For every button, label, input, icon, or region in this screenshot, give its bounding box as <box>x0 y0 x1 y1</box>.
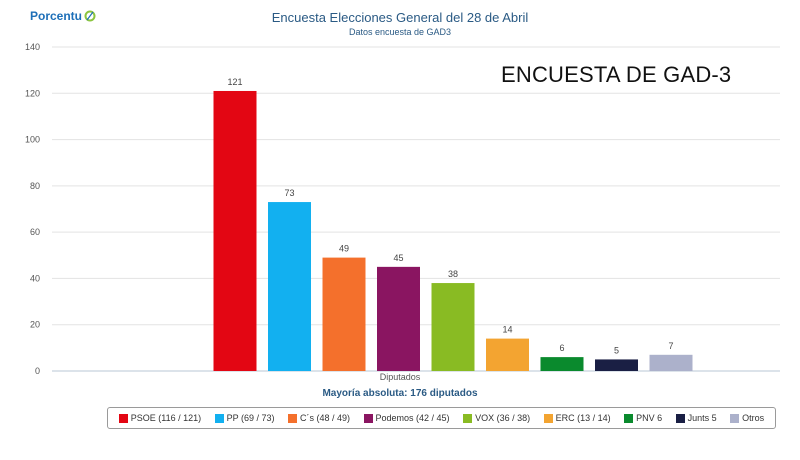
bar-vox <box>431 283 475 371</box>
data-label: 121 <box>227 77 242 87</box>
legend-label: PSOE (116 / 121) <box>130 413 202 423</box>
legend-label: PP (69 / 73) <box>226 413 275 423</box>
legend-swatch <box>288 413 297 423</box>
chart-subtitle: Datos encuesta de GAD3 <box>348 27 452 37</box>
legend-item[interactable]: C´s (48 / 49) <box>288 413 350 423</box>
legend-label: Junts 5 <box>687 413 717 423</box>
data-label: 5 <box>614 345 619 355</box>
y-tick-label: 40 <box>30 273 40 283</box>
percent-icon <box>84 10 96 22</box>
data-label: 7 <box>668 341 673 351</box>
legend-label: Otros <box>742 413 765 423</box>
data-label: 45 <box>393 253 403 263</box>
chart-legend: PSOE (116 / 121) PP (69 / 73) C´s (48 / 49… <box>107 407 776 429</box>
legend-item[interactable]: VOX (36 / 38) <box>463 413 530 423</box>
legend-label: PNV 6 <box>636 413 663 423</box>
legend-item[interactable]: Otros <box>730 413 764 423</box>
legend-label: C´s (48 / 49) <box>300 413 351 423</box>
y-tick-label: 140 <box>25 42 40 52</box>
y-tick-label: 100 <box>25 135 40 145</box>
bar-podemos <box>377 266 420 371</box>
x-axis-label: Diputados <box>379 372 421 382</box>
y-tick-label: 0 <box>35 366 40 376</box>
legend-item[interactable]: Junts 5 <box>675 413 717 423</box>
y-tick-label: 20 <box>30 320 40 330</box>
bar-psoe <box>213 90 257 371</box>
porcentual-logo: Porcentu <box>30 9 96 23</box>
data-label: 6 <box>559 343 564 353</box>
legend-item[interactable]: PP (69 / 73) <box>214 413 275 423</box>
bar-pp <box>268 202 311 371</box>
overlay-caption: ENCUESTA DE GAD-3 <box>501 62 732 87</box>
legend-item[interactable]: Podemos (42 / 45) <box>363 413 450 423</box>
y-tick-label: 120 <box>25 88 40 98</box>
legend-swatch <box>624 413 634 423</box>
data-label: 73 <box>284 188 294 198</box>
legend-swatch <box>675 413 685 423</box>
logo-text: Porcentu <box>30 9 83 23</box>
majority-note: Mayoría absoluta: 176 diputados <box>322 388 478 399</box>
bar-cs <box>322 257 366 371</box>
bar-otros <box>649 354 693 371</box>
data-label: 38 <box>448 269 458 279</box>
legend-swatch <box>463 413 473 423</box>
legend-item[interactable]: ERC (13 / 14) <box>543 413 611 423</box>
data-label: 49 <box>339 244 349 254</box>
legend-label: VOX (36 / 38) <box>475 413 531 423</box>
legend-item[interactable]: PNV 6 <box>624 413 662 423</box>
legend-swatch <box>214 413 224 423</box>
legend-swatch <box>543 413 553 423</box>
bar-junts <box>595 359 638 371</box>
chart-title: Encuesta Elecciones General del 28 de Ab… <box>271 10 529 25</box>
legend-item[interactable]: PSOE (116 / 121) <box>118 413 202 423</box>
legend-label: Podemos (42 / 45) <box>375 413 450 423</box>
data-label: 14 <box>502 325 512 335</box>
bar-pnv <box>540 357 584 371</box>
bar-erc <box>486 338 529 371</box>
y-tick-label: 80 <box>30 181 40 191</box>
legend-swatch <box>118 413 128 423</box>
legend-swatch <box>363 413 373 423</box>
y-tick-label: 60 <box>30 227 40 237</box>
legend-swatch <box>730 413 740 423</box>
legend-label: ERC (13 / 14) <box>555 413 611 423</box>
